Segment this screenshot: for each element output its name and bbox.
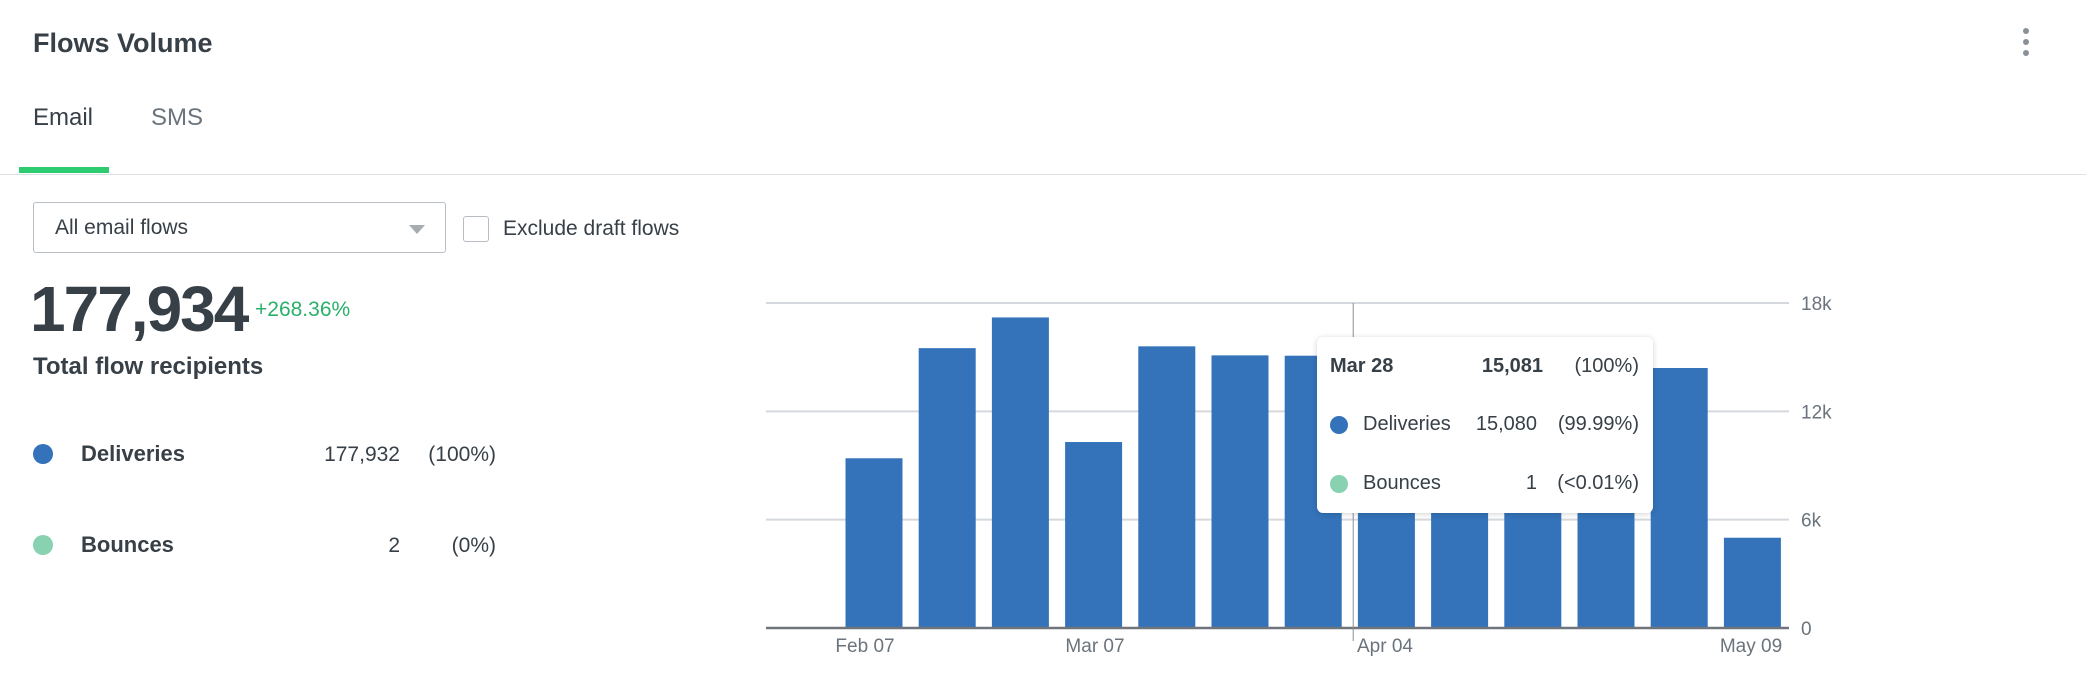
y-tick-label: 12k [1801, 402, 1832, 423]
tooltip-deliveries-value: 15,080 [1475, 413, 1537, 435]
x-tick-label: May 09 [1720, 636, 1782, 657]
legend-bounces-value: 2 [388, 534, 400, 557]
y-tick-label: 18k [1801, 294, 1832, 315]
tooltip-total: 15,081 [1481, 355, 1543, 377]
bar [1723, 537, 1781, 628]
total-recipients-label: Total flow recipients [33, 353, 264, 380]
tooltip-bounces-label: Bounces [1363, 472, 1441, 494]
bar [1211, 355, 1269, 628]
tooltip-bounces-pct: (<0.01%) [1557, 472, 1639, 494]
tooltip-date: Mar 28 [1330, 355, 1394, 377]
exclude-draft-checkbox[interactable] [463, 216, 489, 242]
bar [918, 348, 976, 628]
x-tick-label: Feb 07 [835, 636, 894, 657]
tooltip-deliveries-pct: (99.99%) [1557, 413, 1639, 435]
tab-email[interactable]: Email [33, 104, 94, 131]
total-recipients-value: 177,934 [30, 273, 249, 345]
deliveries-dot-icon [1330, 416, 1348, 434]
x-tick-label: Apr 04 [1357, 636, 1413, 657]
flow-select-value: All email flows [55, 216, 189, 239]
widget-title: Flows Volume [33, 28, 213, 58]
change-percent: +268.36% [255, 298, 351, 321]
bounces-dot-icon [33, 535, 53, 555]
tab-sms[interactable]: SMS [151, 104, 204, 131]
caret-down-icon [409, 225, 425, 234]
chart-tooltip: Mar 28 15,081 (100%) Deliveries 15,080 (… [1317, 337, 1653, 513]
exclude-draft-label[interactable]: Exclude draft flows [503, 217, 680, 240]
x-tick-label: Mar 07 [1065, 636, 1124, 657]
active-tab-indicator [19, 167, 109, 173]
legend-deliveries-value: 177,932 [324, 443, 400, 466]
bar [845, 458, 903, 628]
tooltip-total-pct: (100%) [1574, 355, 1639, 377]
tooltip-bounces-value: 1 [1525, 472, 1537, 494]
flow-select-dropdown[interactable]: All email flows [33, 202, 446, 253]
bounces-dot-icon [1330, 475, 1348, 493]
bar [1065, 442, 1123, 628]
y-tick-label: 0 [1801, 619, 1812, 640]
deliveries-dot-icon [33, 444, 53, 464]
kebab-menu-icon[interactable] [2016, 28, 2036, 56]
legend-deliveries-pct: (100%) [428, 443, 496, 466]
legend-bounces-pct: (0%) [451, 534, 496, 557]
legend-deliveries-label: Deliveries [81, 441, 185, 466]
legend-bounces-label: Bounces [81, 532, 174, 557]
bar [1138, 346, 1196, 628]
y-tick-label: 6k [1801, 511, 1822, 532]
bar [1650, 368, 1708, 628]
tabs-divider [0, 174, 2086, 175]
tooltip-deliveries-label: Deliveries [1363, 413, 1451, 435]
bar [991, 317, 1049, 628]
